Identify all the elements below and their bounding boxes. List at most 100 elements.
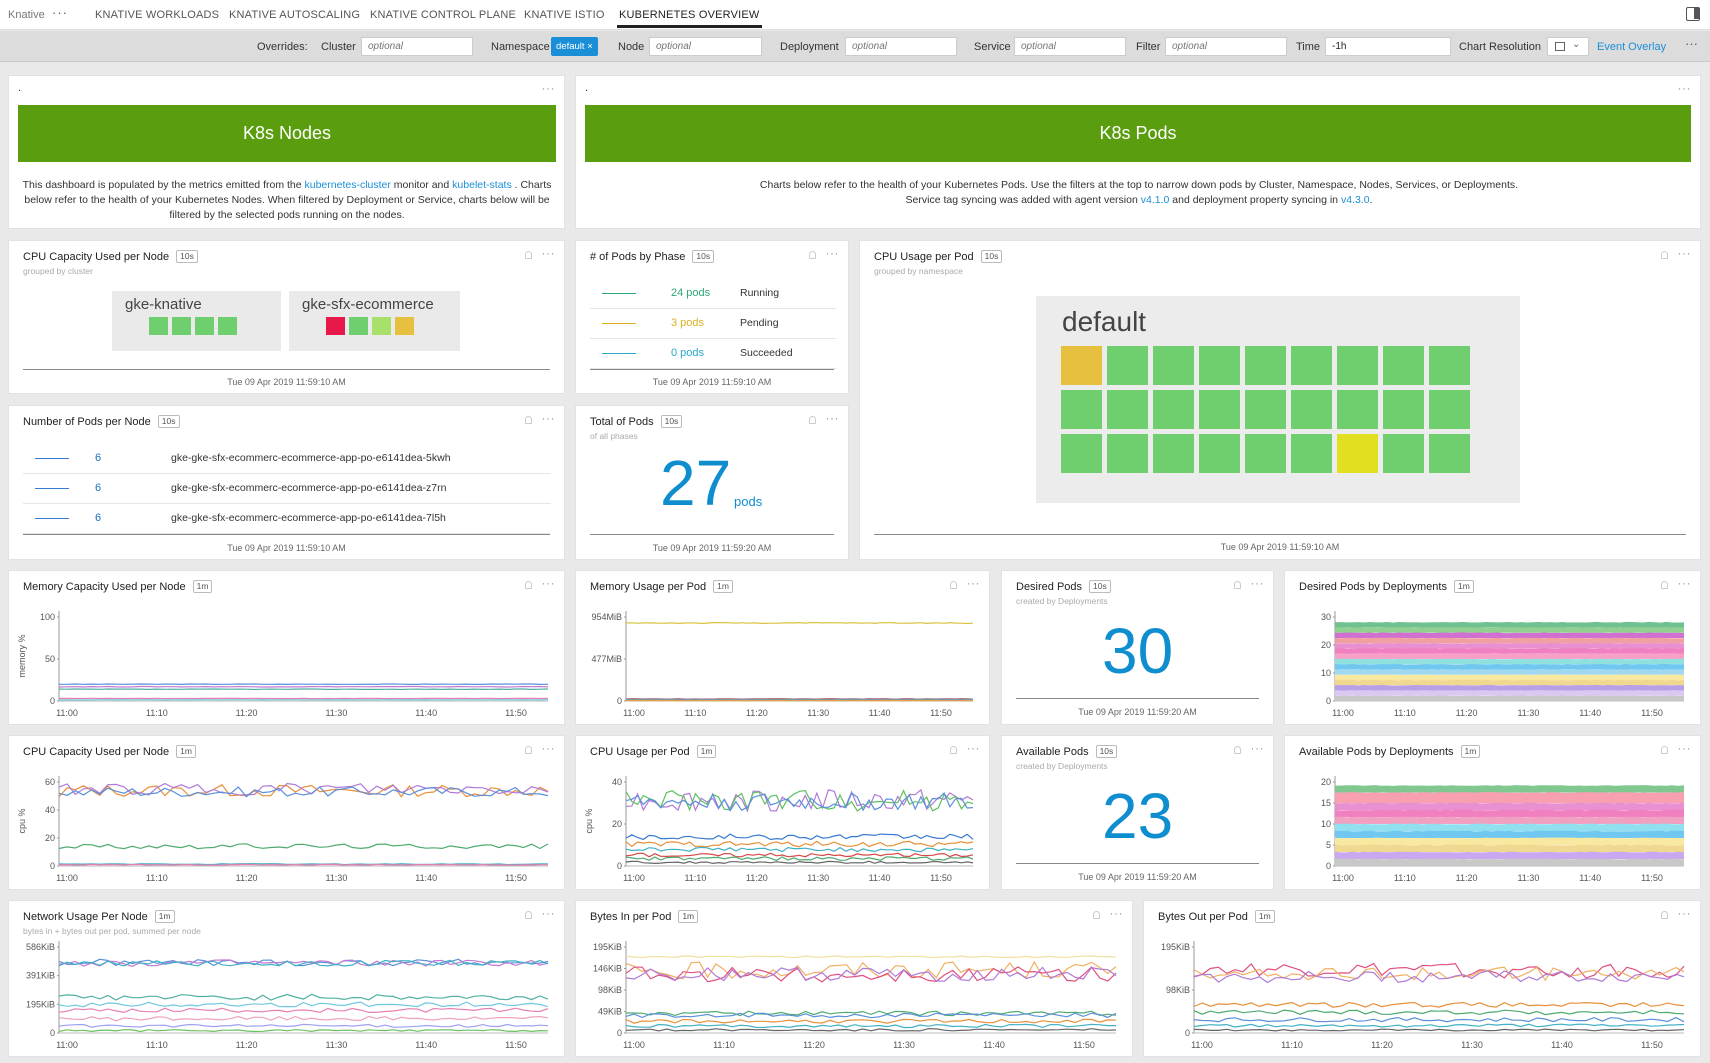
- tab-knative-control-plane[interactable]: KNATIVE CONTROL PLANE: [370, 9, 517, 21]
- card-menu-icon[interactable]: ···: [541, 741, 555, 755]
- node-cell[interactable]: [218, 317, 237, 335]
- pod-cell[interactable]: [1429, 390, 1470, 429]
- pod-cell[interactable]: [1107, 434, 1148, 473]
- event-overlay-link[interactable]: Event Overlay: [1597, 41, 1667, 53]
- desired-by-deploy-chart[interactable]: 0 10 20 30 11:00 11:10 11:20 11:30 11:40 11:50: [1285, 571, 1702, 726]
- alert-bell-icon[interactable]: [1661, 911, 1668, 919]
- tab-kubernetes-overview[interactable]: KUBERNETES OVERVIEW: [617, 9, 762, 28]
- pod-cell[interactable]: [1061, 434, 1102, 473]
- card-menu-icon[interactable]: ···: [541, 576, 555, 590]
- alert-bell-icon[interactable]: [1661, 746, 1668, 754]
- cluster-input[interactable]: [361, 37, 473, 56]
- node-cell[interactable]: [349, 317, 368, 335]
- alert-bell-icon[interactable]: [525, 581, 532, 589]
- alert-bell-icon[interactable]: [525, 911, 532, 919]
- service-input[interactable]: [1014, 37, 1126, 56]
- deployment-input[interactable]: [845, 37, 957, 56]
- tab-knative-istio[interactable]: KNATIVE ISTIO: [524, 9, 605, 21]
- alert-bell-icon[interactable]: [1234, 746, 1241, 754]
- card-menu-icon[interactable]: ···: [1250, 741, 1264, 755]
- pod-cell[interactable]: [1291, 434, 1332, 473]
- dashboard-group-name[interactable]: Knative: [8, 9, 45, 21]
- card-menu-icon[interactable]: ···: [1677, 741, 1691, 755]
- pod-cell[interactable]: [1153, 434, 1194, 473]
- card-menu-icon[interactable]: ···: [1677, 81, 1691, 95]
- cpu-capacity-chart[interactable]: 0 20 40 60 cpu % 11:00 11:10 11:20 11:30 11:40 11:…: [9, 736, 566, 891]
- alert-bell-icon[interactable]: [525, 746, 532, 754]
- card-menu-icon[interactable]: ···: [1677, 576, 1691, 590]
- side-panel-icon[interactable]: [1686, 7, 1700, 21]
- alert-bell-icon[interactable]: [1661, 251, 1668, 259]
- kubernetes-cluster-link[interactable]: kubernetes-cluster: [304, 179, 391, 191]
- card-menu-icon[interactable]: ···: [541, 906, 555, 920]
- card-menu-icon[interactable]: ···: [541, 246, 555, 260]
- pod-cell[interactable]: [1153, 390, 1194, 429]
- card-menu-icon[interactable]: ···: [541, 411, 555, 425]
- node-cell[interactable]: [149, 317, 168, 335]
- card-menu-icon[interactable]: ···: [1677, 906, 1691, 920]
- pod-cell[interactable]: [1383, 390, 1424, 429]
- alert-bell-icon[interactable]: [809, 251, 816, 259]
- pod-cell[interactable]: [1291, 390, 1332, 429]
- pod-cell[interactable]: [1153, 346, 1194, 385]
- card-menu-icon[interactable]: ···: [541, 81, 555, 95]
- node-cell[interactable]: [395, 317, 414, 335]
- node-cell[interactable]: [195, 317, 214, 335]
- card-menu-icon[interactable]: ···: [1250, 576, 1264, 590]
- pod-cell[interactable]: [1245, 346, 1286, 385]
- alert-bell-icon[interactable]: [809, 416, 816, 424]
- alert-bell-icon[interactable]: [525, 251, 532, 259]
- alert-bell-icon[interactable]: [950, 581, 957, 589]
- tab-knative-autoscaling[interactable]: KNATIVE AUTOSCALING: [229, 9, 361, 21]
- node-cell[interactable]: [372, 317, 391, 335]
- alert-bell-icon[interactable]: [1234, 581, 1241, 589]
- pod-cell[interactable]: [1337, 434, 1378, 473]
- pod-cell[interactable]: [1107, 390, 1148, 429]
- pod-cell[interactable]: [1199, 346, 1240, 385]
- card-menu-icon[interactable]: ···: [1677, 246, 1691, 260]
- card-menu-icon[interactable]: ···: [825, 411, 839, 425]
- pod-cell[interactable]: [1429, 434, 1470, 473]
- pod-cell[interactable]: [1245, 434, 1286, 473]
- group-menu-icon[interactable]: ···: [52, 5, 68, 20]
- namespace-chip[interactable]: default ×: [551, 37, 598, 56]
- card-menu-icon[interactable]: ···: [966, 741, 980, 755]
- pod-cell[interactable]: [1199, 390, 1240, 429]
- node-cell[interactable]: [172, 317, 191, 335]
- bytes-in-chart[interactable]: 0 49KiB 98KiB 146KiB 195KiB 11:00 11:10 11:20 11…: [576, 901, 1134, 1058]
- memory-capacity-chart[interactable]: 0 50 100 memory % 11:00 11:10 11:20 11:30 11:40 1…: [9, 571, 566, 726]
- card-menu-icon[interactable]: ···: [825, 246, 839, 260]
- pod-cell[interactable]: [1245, 390, 1286, 429]
- pod-cell[interactable]: [1337, 390, 1378, 429]
- pod-cell[interactable]: [1383, 346, 1424, 385]
- pod-cell[interactable]: [1383, 434, 1424, 473]
- pod-cell[interactable]: [1107, 346, 1148, 385]
- node-cell[interactable]: [326, 317, 345, 335]
- card-menu-icon[interactable]: ···: [966, 576, 980, 590]
- pod-cell[interactable]: [1337, 346, 1378, 385]
- time-input[interactable]: [1325, 37, 1451, 56]
- pod-cell[interactable]: [1061, 390, 1102, 429]
- memory-usage-chart[interactable]: 0 477MiB 954MiB 11:00 11:10 11:20 11:30 11:40 11…: [576, 571, 991, 726]
- tab-knative-workloads[interactable]: KNATIVE WORKLOADS: [95, 9, 220, 21]
- alert-bell-icon[interactable]: [1093, 911, 1100, 919]
- available-by-deploy-chart[interactable]: 0 5 10 15 20 11:00 11:10 11:20 11:30 11:40 11:50: [1285, 736, 1702, 891]
- pod-cell[interactable]: [1199, 434, 1240, 473]
- alert-bell-icon[interactable]: [950, 746, 957, 754]
- agent-v430-link[interactable]: v4.3.0: [1340, 194, 1370, 206]
- pod-cell[interactable]: [1291, 346, 1332, 385]
- filter-input[interactable]: [1165, 37, 1287, 56]
- pod-cell[interactable]: [1429, 346, 1470, 385]
- network-usage-chart[interactable]: 0 195KiB 391KiB 586KiB 11:00 11:10 11:20 11:30 1…: [9, 901, 566, 1058]
- cpu-usage-chart[interactable]: 0 20 40 cpu % 11:00 11:10 11:20 11:30 11:40 11:50: [576, 736, 991, 891]
- node-input[interactable]: [649, 37, 762, 56]
- agent-v410-link[interactable]: v4.1.0: [1140, 194, 1170, 206]
- card-menu-icon[interactable]: ···: [1109, 906, 1123, 920]
- kubelet-stats-link[interactable]: kubelet-stats: [452, 179, 512, 191]
- alert-bell-icon[interactable]: [525, 416, 532, 424]
- chart-resolution-select[interactable]: ⌄: [1547, 37, 1589, 56]
- alert-bell-icon[interactable]: [1661, 581, 1668, 589]
- bytes-out-chart[interactable]: 0 98KiB 195KiB 11:00 11:10 11:20 11:30 11:40 11:…: [1144, 901, 1702, 1058]
- pod-cell[interactable]: [1061, 346, 1102, 385]
- more-options-icon[interactable]: ···: [1685, 36, 1698, 51]
